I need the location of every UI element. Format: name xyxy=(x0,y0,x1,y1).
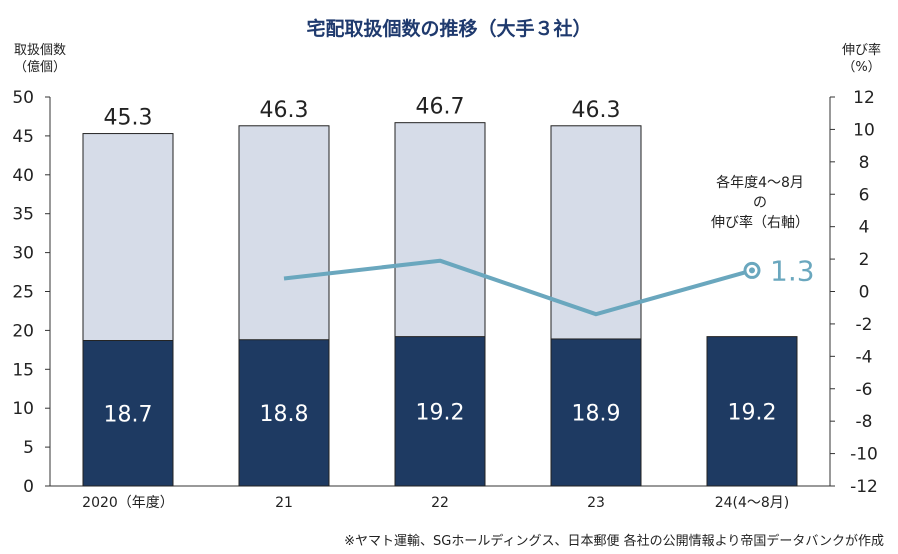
left-tick-label: 50 xyxy=(12,88,34,108)
bar-april-august xyxy=(550,338,642,487)
right-tick-label: -2 xyxy=(856,315,873,335)
bar-sub-label: 18.9 xyxy=(572,401,621,426)
chart-title: 宅配取扱個数の推移（大手３社） xyxy=(306,18,592,40)
growth-end-marker-inner xyxy=(749,267,755,274)
bar-april-august xyxy=(238,339,330,487)
right-tick-label: 6 xyxy=(859,185,870,205)
bar-sub-label: 18.7 xyxy=(104,402,153,427)
x-tick-label: 22 xyxy=(431,495,449,511)
left-tick-label: 20 xyxy=(12,321,34,341)
bar-total-label: 45.3 xyxy=(104,106,153,131)
left-tick-label: 0 xyxy=(23,477,34,497)
left-tick-label: 30 xyxy=(12,244,34,264)
growth-annotation-line: の xyxy=(753,195,767,211)
right-tick-label: 2 xyxy=(859,250,870,270)
right-tick-label: 8 xyxy=(859,153,870,173)
left-axis-label-line1: 取扱個数 xyxy=(14,43,67,58)
growth-annotation-line: 各年度4～8月 xyxy=(716,175,804,191)
bar-sub-label: 19.2 xyxy=(416,400,465,425)
right-tick-label: -12 xyxy=(850,477,878,497)
left-tick-label: 40 xyxy=(12,166,34,186)
growth-rate-line xyxy=(283,258,753,317)
left-tick-label: 35 xyxy=(12,205,34,225)
x-tick-label: 21 xyxy=(275,495,293,511)
right-axis-label-line2: （%） xyxy=(842,60,881,75)
left-tick-label: 15 xyxy=(12,360,34,380)
right-tick-label: -6 xyxy=(856,380,873,400)
left-tick-label: 10 xyxy=(12,399,34,419)
right-tick-label: 4 xyxy=(859,218,870,238)
right-tick-label: -4 xyxy=(856,347,873,367)
right-tick-label: -8 xyxy=(856,412,873,432)
growth-callout-value: 1.3 xyxy=(770,254,815,287)
bar-april-august xyxy=(82,340,174,487)
left-tick-label: 25 xyxy=(12,283,34,303)
right-tick-label: -10 xyxy=(850,445,878,465)
right-tick-label: 12 xyxy=(853,88,875,108)
bar-total-label: 46.7 xyxy=(416,95,465,120)
x-tick-label: 2020（年度） xyxy=(82,495,174,511)
bar-sub-label: 18.8 xyxy=(260,402,309,427)
bar-total-label: 46.3 xyxy=(260,98,309,123)
right-tick-label: 0 xyxy=(859,283,870,303)
bar-april-august xyxy=(394,336,486,487)
left-tick-label: 5 xyxy=(23,438,34,458)
x-tick-label: 23 xyxy=(587,495,605,511)
left-axis-label: 取扱個数 （億個） xyxy=(14,42,66,76)
bar-sub-label: 19.2 xyxy=(728,400,777,425)
bar-total-label: 46.3 xyxy=(572,98,621,123)
right-tick-label: 10 xyxy=(853,120,875,140)
left-axis-label-line2: （億個） xyxy=(14,60,67,75)
right-axis-label: 伸び率 （%） xyxy=(842,42,881,76)
bar-april-august xyxy=(706,336,798,487)
right-axis-label-line1: 伸び率 xyxy=(842,43,882,58)
source-note: ※ヤマト運輸、SGホールディングス、日本郵便 各社の公開情報より帝国データバンク… xyxy=(344,534,884,549)
growth-annotation-line: 伸び率（右軸） xyxy=(711,214,809,231)
x-tick-label: 24(4～8月) xyxy=(715,495,790,511)
left-tick-label: 45 xyxy=(12,127,34,147)
